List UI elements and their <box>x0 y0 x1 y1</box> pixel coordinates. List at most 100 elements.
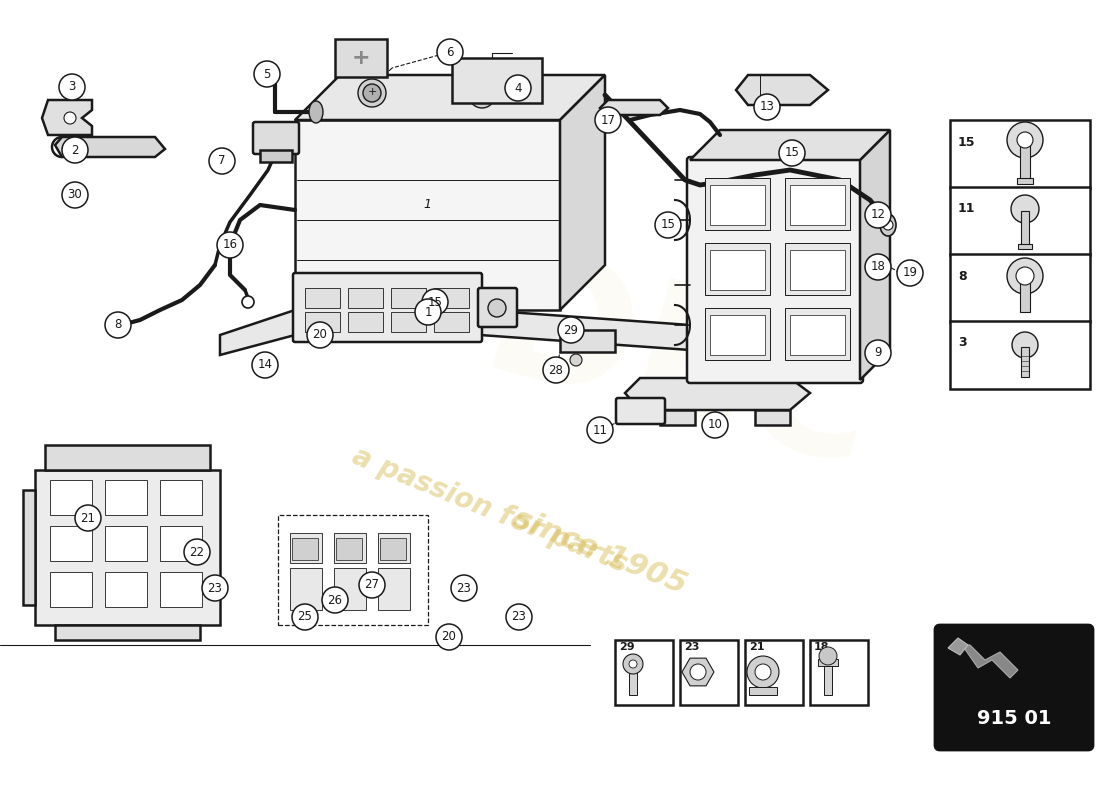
Circle shape <box>422 289 448 315</box>
Text: 15: 15 <box>428 295 442 309</box>
Bar <box>160 572 202 607</box>
Bar <box>790 250 845 290</box>
Text: 21: 21 <box>749 642 764 652</box>
Text: 1: 1 <box>424 198 431 211</box>
Polygon shape <box>220 310 720 355</box>
Bar <box>160 480 202 515</box>
Text: 22: 22 <box>189 546 205 558</box>
Text: 15: 15 <box>661 218 675 231</box>
Text: 20: 20 <box>312 329 328 342</box>
Circle shape <box>1011 195 1040 223</box>
Circle shape <box>363 84 381 102</box>
Polygon shape <box>682 658 714 686</box>
Bar <box>560 330 615 352</box>
Bar <box>160 526 202 561</box>
Text: since 1905: since 1905 <box>509 504 691 600</box>
Text: 11: 11 <box>958 202 976 215</box>
Polygon shape <box>55 137 165 157</box>
Bar <box>434 288 469 308</box>
Bar <box>785 178 850 230</box>
Circle shape <box>1006 122 1043 158</box>
Bar <box>348 288 383 308</box>
Bar <box>705 243 770 295</box>
Circle shape <box>558 317 584 343</box>
Bar <box>305 288 340 308</box>
Text: 17: 17 <box>601 114 616 126</box>
Bar <box>278 515 428 625</box>
Bar <box>629 667 637 695</box>
FancyBboxPatch shape <box>478 288 517 327</box>
Polygon shape <box>948 638 968 655</box>
Circle shape <box>629 660 637 668</box>
Circle shape <box>469 82 495 108</box>
Circle shape <box>488 299 506 317</box>
Circle shape <box>104 312 131 338</box>
Bar <box>790 185 845 225</box>
Text: 27: 27 <box>364 578 380 591</box>
Text: 11: 11 <box>593 423 607 437</box>
Bar <box>749 687 777 695</box>
Bar <box>290 533 322 563</box>
Circle shape <box>1006 258 1043 294</box>
Polygon shape <box>45 445 210 470</box>
Polygon shape <box>600 100 668 115</box>
Text: 21: 21 <box>80 511 96 525</box>
Bar <box>705 308 770 360</box>
Circle shape <box>820 647 837 665</box>
Text: 15: 15 <box>958 135 976 149</box>
Polygon shape <box>560 75 605 310</box>
Circle shape <box>322 587 348 613</box>
Circle shape <box>654 212 681 238</box>
Circle shape <box>254 61 280 87</box>
Circle shape <box>506 604 532 630</box>
Text: 3: 3 <box>958 337 967 350</box>
Bar <box>336 538 362 560</box>
Text: 6: 6 <box>447 46 453 58</box>
Circle shape <box>779 140 805 166</box>
Text: +: + <box>352 48 371 68</box>
Ellipse shape <box>880 214 896 236</box>
Bar <box>824 665 832 695</box>
Bar <box>950 187 1090 255</box>
Text: a passion for parts: a passion for parts <box>349 442 631 578</box>
Text: 18: 18 <box>870 261 886 274</box>
Bar <box>705 178 770 230</box>
Circle shape <box>1016 267 1034 285</box>
Circle shape <box>307 322 333 348</box>
Circle shape <box>59 74 85 100</box>
Text: 16: 16 <box>222 238 238 251</box>
Bar <box>1020 142 1030 180</box>
Ellipse shape <box>109 319 126 331</box>
Polygon shape <box>625 378 810 410</box>
Text: 13: 13 <box>760 101 774 114</box>
FancyBboxPatch shape <box>935 625 1093 750</box>
Text: 28: 28 <box>549 363 563 377</box>
Bar <box>745 640 803 705</box>
Bar <box>50 572 92 607</box>
Text: 29: 29 <box>563 323 579 337</box>
Bar <box>290 568 322 610</box>
Bar <box>1018 244 1032 249</box>
Circle shape <box>292 604 318 630</box>
Text: 30: 30 <box>67 189 82 202</box>
Bar <box>295 120 560 310</box>
FancyBboxPatch shape <box>616 398 666 424</box>
Circle shape <box>623 654 643 674</box>
Bar <box>810 640 868 705</box>
Bar <box>378 533 410 563</box>
Polygon shape <box>295 75 605 120</box>
Circle shape <box>690 664 706 680</box>
Bar <box>336 39 387 77</box>
Bar <box>292 538 318 560</box>
Text: +: + <box>367 87 376 97</box>
Text: 23: 23 <box>456 582 472 594</box>
Bar <box>104 572 147 607</box>
Text: 18: 18 <box>814 642 829 652</box>
Circle shape <box>359 572 385 598</box>
Circle shape <box>702 412 728 438</box>
Circle shape <box>587 417 613 443</box>
Bar <box>790 315 845 355</box>
Circle shape <box>754 94 780 120</box>
Polygon shape <box>42 100 92 135</box>
Bar <box>104 526 147 561</box>
